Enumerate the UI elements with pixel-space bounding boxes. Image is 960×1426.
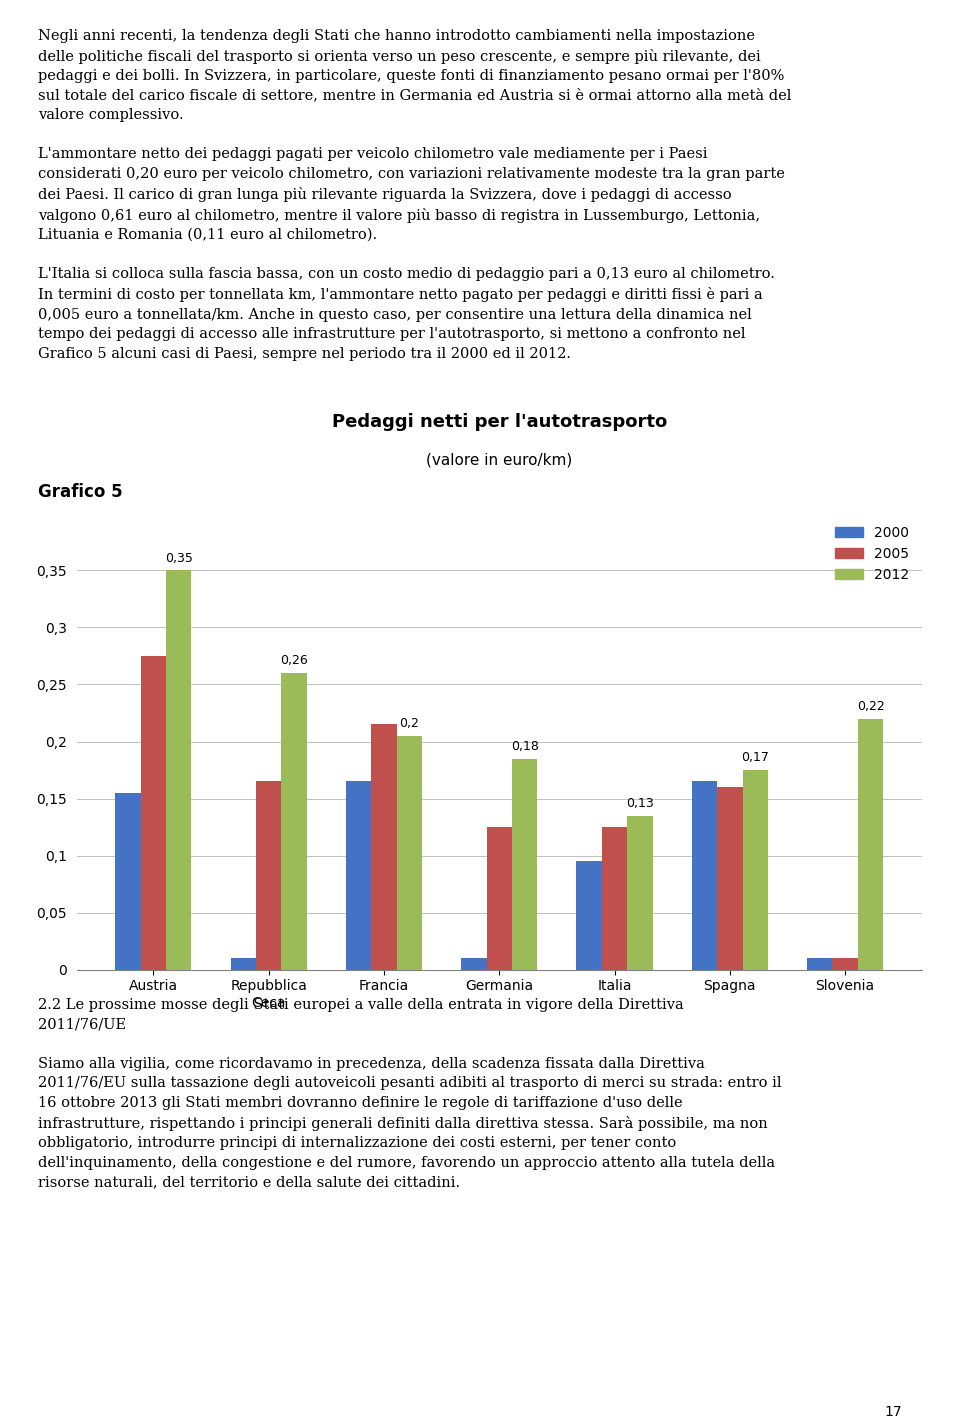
Bar bbox=[807, 958, 832, 970]
Bar bbox=[166, 570, 191, 970]
Bar bbox=[372, 724, 396, 970]
Bar bbox=[512, 759, 538, 970]
Text: 0,17: 0,17 bbox=[741, 752, 769, 764]
Bar bbox=[281, 673, 306, 970]
Text: 17: 17 bbox=[884, 1405, 901, 1419]
Bar bbox=[576, 861, 602, 970]
Bar bbox=[461, 958, 487, 970]
Bar bbox=[256, 781, 281, 970]
Text: 0,2: 0,2 bbox=[399, 717, 420, 730]
Bar bbox=[140, 656, 166, 970]
Text: Pedaggi netti per l'autotrasporto: Pedaggi netti per l'autotrasporto bbox=[331, 414, 667, 431]
Text: 0,26: 0,26 bbox=[280, 655, 308, 667]
Bar bbox=[832, 958, 858, 970]
Bar bbox=[487, 827, 512, 970]
Text: 0,18: 0,18 bbox=[511, 740, 539, 753]
Bar bbox=[602, 827, 627, 970]
Bar bbox=[627, 816, 653, 970]
Bar bbox=[742, 770, 768, 970]
Bar bbox=[115, 793, 140, 970]
Text: Negli anni recenti, la tendenza degli Stati che hanno introdotto cambiamenti nel: Negli anni recenti, la tendenza degli St… bbox=[38, 29, 792, 361]
Text: 0,13: 0,13 bbox=[626, 797, 654, 810]
Text: (valore in euro/km): (valore in euro/km) bbox=[426, 452, 572, 468]
Bar bbox=[692, 781, 717, 970]
Bar bbox=[858, 719, 883, 970]
Text: Grafico 5: Grafico 5 bbox=[38, 483, 123, 501]
Bar bbox=[230, 958, 256, 970]
Text: 0,22: 0,22 bbox=[856, 700, 884, 713]
Text: 0,35: 0,35 bbox=[165, 552, 193, 565]
Bar bbox=[346, 781, 372, 970]
Bar bbox=[396, 736, 422, 970]
Legend: 2000, 2005, 2012: 2000, 2005, 2012 bbox=[829, 520, 915, 588]
Bar bbox=[717, 787, 742, 970]
Text: 2.2 Le prossime mosse degli Stati europei a valle della entrata in vigore della : 2.2 Le prossime mosse degli Stati europe… bbox=[38, 998, 781, 1189]
